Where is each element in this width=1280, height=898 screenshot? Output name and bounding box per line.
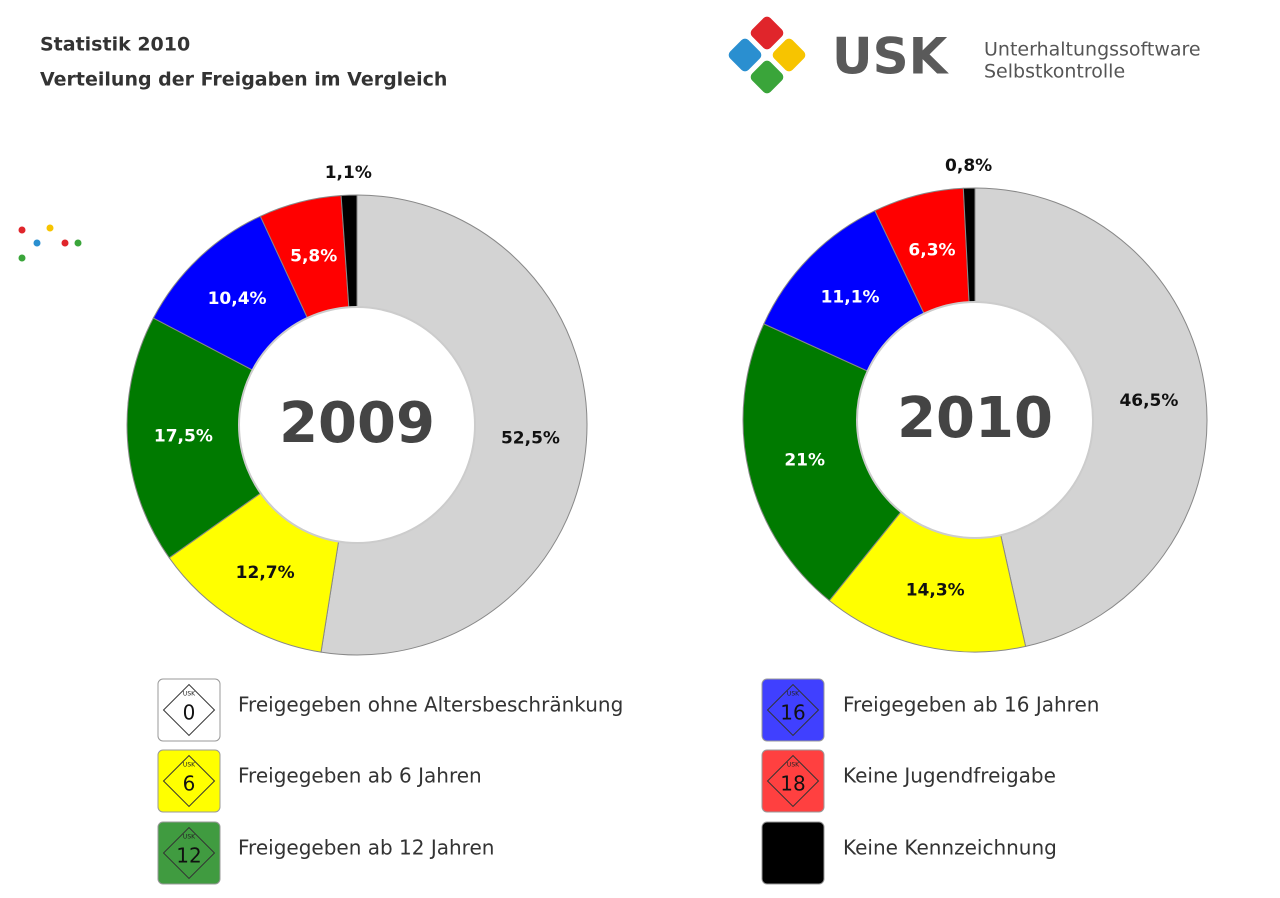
donut-hole xyxy=(856,301,1094,539)
title: Statistik 2010 xyxy=(40,34,190,56)
badge-brand: USK xyxy=(183,834,196,841)
value-label: 14,3% xyxy=(906,580,965,600)
legend-badge xyxy=(157,821,221,885)
value-label: 0,8% xyxy=(945,156,992,176)
legend-item: USK 18 Keine Jugendfreigabe xyxy=(761,749,1056,813)
subtitle: Verteilung der Freigaben im Vergleich xyxy=(40,69,447,91)
value-label: 1,1% xyxy=(325,163,372,183)
legend-badge xyxy=(157,678,221,742)
legend-item: USK 12 Freigegeben ab 12 Jahren xyxy=(157,821,494,885)
logo-brand: USK xyxy=(832,28,950,86)
legend-badge xyxy=(761,749,825,813)
value-label: 6,3% xyxy=(908,240,955,260)
logo-line: Selbstkontrolle xyxy=(984,61,1125,83)
legend-badge xyxy=(157,749,221,813)
badge-diamond xyxy=(162,754,216,808)
decor-dots xyxy=(18,224,82,262)
badge-brand: USK xyxy=(787,691,800,698)
legend-badge xyxy=(761,821,825,885)
value-label: 52,5% xyxy=(501,429,560,449)
badge-diamond xyxy=(162,826,216,880)
value-label: 46,5% xyxy=(1119,391,1178,411)
legend-label: Freigegeben ab 16 Jahren xyxy=(843,693,1099,717)
badge-diamond xyxy=(162,683,216,737)
legend-badge xyxy=(761,678,825,742)
badge-number: 16 xyxy=(780,701,805,725)
logo-mark xyxy=(728,16,806,94)
badge-brand: USK xyxy=(183,691,196,698)
badge-number: 0 xyxy=(183,701,196,725)
legend-label: Freigegeben ohne Altersbeschränkung xyxy=(238,693,623,717)
value-label: 21% xyxy=(784,450,825,470)
badge-diamond xyxy=(766,683,820,737)
value-label: 10,4% xyxy=(208,289,267,309)
badge-diamond xyxy=(766,754,820,808)
value-label: 12,7% xyxy=(236,563,295,583)
badge-number: 18 xyxy=(780,772,805,796)
badge-number: 6 xyxy=(183,772,196,796)
legend-label: Freigegeben ab 12 Jahren xyxy=(238,836,494,860)
legend-item: USK 0 Freigegeben ohne Altersbeschränkung xyxy=(157,678,623,742)
legend-item: Keine Kennzeichnung xyxy=(761,821,1057,885)
legend-label: Freigegeben ab 6 Jahren xyxy=(238,764,482,788)
value-label: 17,5% xyxy=(154,426,213,446)
badge-brand: USK xyxy=(787,762,800,769)
badge-brand: USK xyxy=(183,762,196,769)
legend-label: Keine Kennzeichnung xyxy=(843,836,1057,860)
donut-hole xyxy=(238,306,476,544)
value-label: 5,8% xyxy=(290,246,337,266)
logo-line: Unterhaltungssoftware xyxy=(984,39,1201,61)
legend-item: USK 6 Freigegeben ab 6 Jahren xyxy=(157,749,482,813)
legend-label: Keine Jugendfreigabe xyxy=(843,764,1056,788)
legend-item: USK 16 Freigegeben ab 16 Jahren xyxy=(761,678,1099,742)
center-label: 2009 xyxy=(279,391,435,456)
value-label: 11,1% xyxy=(821,287,880,307)
badge-number: 12 xyxy=(176,844,201,868)
center-label: 2010 xyxy=(897,386,1053,451)
